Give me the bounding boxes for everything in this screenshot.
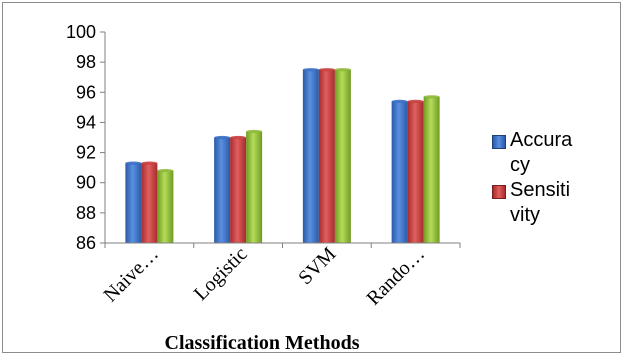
bar [214, 137, 231, 243]
y-tick-label: 94 [76, 112, 96, 132]
bar [246, 131, 263, 243]
legend-swatch-accuracy [492, 135, 506, 149]
bar [230, 137, 247, 243]
x-category-label: Naive… [99, 243, 162, 306]
bar [407, 101, 424, 243]
y-tick-label: 88 [76, 203, 96, 223]
bar-top [157, 169, 174, 173]
legend-label: Sensitivity [510, 179, 571, 226]
legend-item-accuracy: Accuracy [492, 128, 602, 178]
bar-top [423, 95, 440, 99]
bar [157, 170, 174, 243]
x-axis: Naive… Logistic SVM Rando… [99, 242, 461, 310]
x-category-label: Rando… [363, 243, 430, 310]
y-tick-label: 98 [76, 52, 96, 72]
bar-top [230, 135, 247, 140]
bar [141, 163, 158, 243]
bar [302, 69, 319, 243]
bar-top [246, 129, 263, 134]
bar [334, 69, 351, 243]
bar [125, 163, 142, 243]
bar-top [407, 99, 424, 103]
y-axis: 86 88 90 92 94 96 98 100 [66, 22, 106, 253]
bar [391, 101, 408, 243]
legend: Accuracy Sensitivity [492, 128, 602, 228]
bar-top [141, 161, 158, 165]
bar [423, 96, 440, 243]
bars [125, 68, 440, 243]
legend-swatch-sensitivity [492, 185, 506, 199]
y-tick-label: 86 [76, 233, 96, 253]
bar-top [318, 68, 335, 72]
bar-top [334, 68, 351, 72]
x-category-label: SVM [294, 243, 340, 289]
bar-top [391, 99, 408, 103]
y-tick-label: 100 [66, 22, 96, 42]
bar-top [214, 135, 231, 140]
y-tick-label: 90 [76, 173, 96, 193]
x-axis-title: Classification Methods [165, 332, 360, 354]
bar-top [125, 161, 142, 165]
y-tick-label: 92 [76, 143, 96, 163]
x-category-label: Logistic [190, 243, 252, 305]
legend-item-sensitivity: Sensitivity [492, 178, 602, 228]
y-tick-label: 96 [76, 82, 96, 102]
bar-top [302, 68, 319, 72]
legend-label: Accuracy [510, 129, 573, 176]
bar [318, 69, 335, 243]
